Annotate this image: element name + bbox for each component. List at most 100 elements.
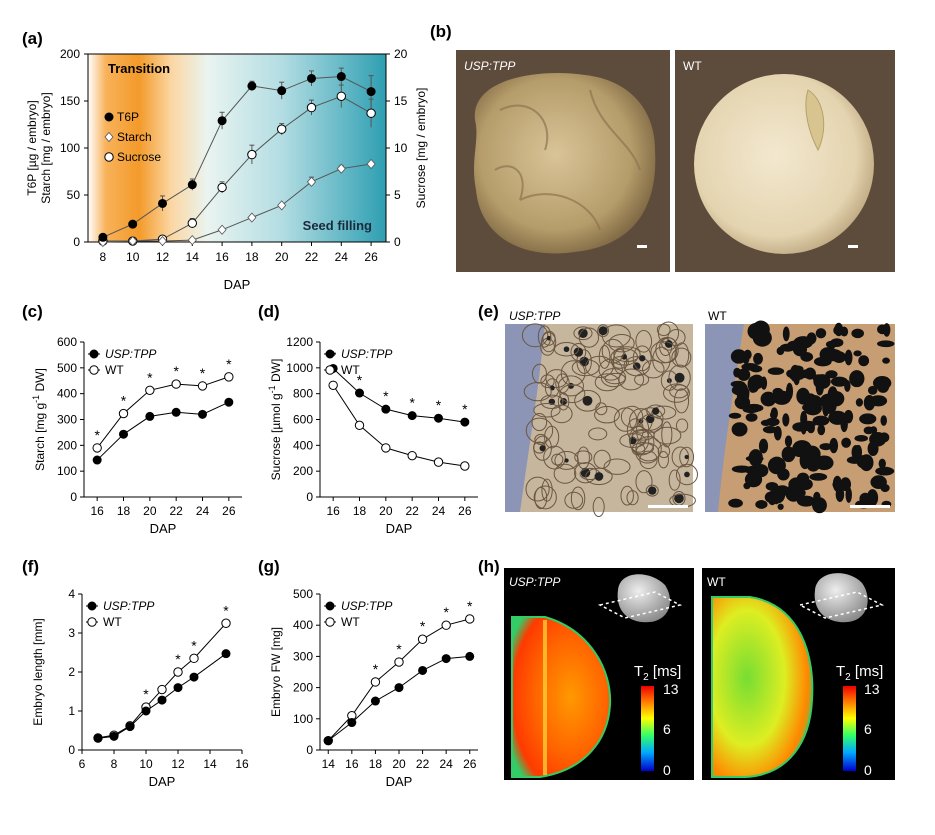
x-tick-label: 14: [203, 757, 217, 771]
cell-wall: [540, 374, 555, 389]
y-right-tick-label: 20: [394, 47, 408, 61]
x-tick-label: 24: [432, 504, 446, 518]
starch-grain: [753, 352, 763, 365]
cell-wall: [657, 450, 669, 469]
y-tick-label: 1000: [286, 361, 313, 375]
starch-grain: [878, 432, 890, 443]
data-point-WT: [197, 381, 208, 391]
starch-grain: [598, 326, 608, 336]
x-tick-label: 10: [139, 757, 153, 771]
data-point-WT: [157, 684, 167, 695]
panel-c-label: (c): [22, 302, 43, 321]
significance-star: *: [443, 604, 449, 620]
seed-hilum: [805, 89, 825, 152]
significance-star: *: [226, 356, 232, 372]
data-point-Starch: [336, 163, 346, 174]
starch-grain: [781, 446, 796, 463]
starch-grain: [784, 435, 793, 447]
x-tick-label: 16: [90, 504, 104, 518]
starch-grain: [731, 422, 748, 437]
x-tick-label: 26: [458, 504, 472, 518]
cell-wall: [652, 346, 671, 373]
cell-wall: [668, 364, 691, 391]
data-point-T6P: [128, 219, 138, 229]
y-tick-label: 500: [57, 361, 77, 375]
x-tick-label: 20: [143, 504, 157, 518]
data-point-USP:TPP: [460, 417, 470, 427]
data-point-T6P: [98, 232, 108, 242]
cell-wall: [553, 463, 577, 484]
x-tick-label: 10: [126, 250, 140, 264]
y-tick-label: 1: [68, 704, 75, 718]
legend-marker-USP:TPP: [89, 349, 99, 359]
cell-wall: [541, 331, 557, 353]
cell-wall: [588, 427, 608, 441]
data-point-Starch: [247, 212, 257, 223]
legend-label-T6P: T6P: [117, 110, 139, 124]
panel-d-label: (d): [258, 302, 280, 321]
cell-wall: [578, 327, 600, 348]
x-tick-label: 16: [215, 250, 229, 264]
legend-label-WT: WT: [105, 363, 124, 377]
data-point-WT: [189, 653, 199, 664]
significance-star: *: [383, 388, 389, 404]
seed-filling-label: Seed filling: [303, 218, 372, 233]
y-axis-label: Starch [mg g-1 DW]: [31, 368, 47, 471]
starch-grain: [760, 391, 777, 407]
scale-bar-e-right: [850, 505, 890, 508]
starch-grain: [749, 374, 765, 390]
starch-grain: [582, 395, 593, 406]
significance-star: *: [94, 427, 100, 443]
data-point-T6P: [187, 180, 197, 190]
panel-b-right-title: WT: [683, 59, 702, 73]
starch-grain: [747, 323, 764, 340]
x-tick-label: 22: [305, 250, 319, 264]
starch-grain: [854, 435, 869, 442]
cell-wall: [675, 463, 698, 486]
starch-grain: [770, 485, 786, 504]
significance-star: *: [462, 401, 468, 417]
y-axis-label-main: Sucrose [µmol g: [269, 393, 283, 480]
cell-wall: [533, 435, 552, 461]
x-axis-label: DAP: [386, 521, 413, 536]
chart-g: 0 100 200 300 400 500 14 16 18 20 22 24 26 DAP Embryo …: [269, 587, 478, 789]
x-tick-label: 18: [117, 504, 131, 518]
x-tick-label: 16: [326, 504, 340, 518]
x-axis-label: DAP: [149, 774, 176, 789]
cell-wall: [639, 450, 658, 470]
data-point-Starch: [157, 235, 168, 247]
cell-wall: [570, 342, 587, 362]
data-point-USP:TPP: [465, 651, 475, 661]
starch-grain: [880, 483, 890, 493]
cell-wall: [557, 375, 584, 397]
x-tick-label: 22: [416, 757, 430, 771]
starch-grain: [815, 328, 827, 339]
cell-wall: [597, 324, 609, 338]
y-tick-label: 0: [68, 743, 75, 757]
significance-star: *: [420, 618, 426, 634]
cell-wall: [674, 388, 690, 414]
cell-wall: [525, 476, 550, 502]
y-tick-label: 0: [70, 490, 77, 504]
legend-marker-Starch: [104, 131, 114, 143]
section-plane-left: [597, 591, 683, 619]
y-axis-label: Sucrose [µmol g-1 DW]: [267, 359, 283, 481]
starch-grain: [858, 355, 870, 367]
colorbar-left-title: T2 [ms]: [634, 663, 681, 683]
y-tick-label: 2: [68, 665, 75, 679]
mri-seed-section-wt: [711, 596, 814, 778]
cell-wall: [675, 418, 689, 433]
starch-grain: [804, 393, 818, 411]
panel-c: (c) 0 100 200 300 400 500 600 16 18 20 22 24 26 DAP St…: [22, 302, 242, 536]
starch-grain: [652, 407, 660, 415]
cell-wall: [560, 360, 586, 386]
cell-wall: [574, 462, 597, 484]
data-point-USP:TPP: [189, 672, 199, 682]
starch-grain: [765, 417, 780, 427]
x-tick-label: 26: [364, 250, 378, 264]
starch-grain: [776, 346, 785, 356]
panel-a-background-gradient: [88, 54, 386, 242]
starch-grain: [855, 398, 864, 407]
